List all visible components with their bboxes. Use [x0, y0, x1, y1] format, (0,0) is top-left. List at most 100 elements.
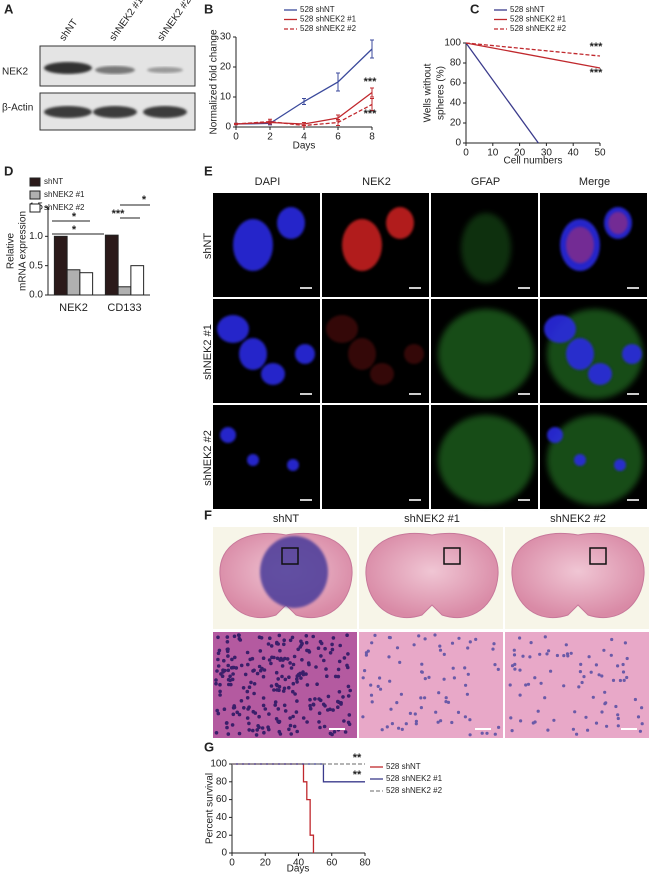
legend-swatch: [29, 203, 41, 213]
cell-nucleus: [299, 676, 303, 680]
cell-nucleus: [605, 724, 609, 728]
error-bar: [302, 98, 306, 105]
cell-nucleus: [291, 681, 296, 686]
cell-nucleus: [543, 635, 547, 639]
cell-nucleus: [633, 697, 638, 702]
cell-nucleus: [336, 674, 341, 679]
cell-nucleus: [281, 689, 286, 693]
cell-nucleus: [326, 694, 331, 699]
cell-nucleus: [437, 691, 441, 695]
scale-bar: [621, 728, 637, 730]
significance-label: *: [142, 194, 147, 206]
cell-nucleus: [316, 646, 321, 650]
legend-label: 528 shNT: [386, 762, 421, 771]
row-label: shNEK2 #2: [202, 430, 214, 486]
cell-nucleus: [295, 729, 300, 734]
tumor: [260, 536, 328, 608]
panel-a: A shNT shNEK2 #1 shNEK2 #2 NEK2 β-Actin: [2, 0, 196, 131]
row-label: shNT: [202, 233, 214, 260]
cell-nucleus: [266, 725, 270, 729]
cell-nucleus: [526, 682, 531, 686]
cell-nucleus: [293, 692, 297, 696]
cell-nucleus: [252, 682, 257, 686]
cell-nucleus: [510, 729, 514, 733]
cell-nucleus: [215, 708, 219, 713]
cell-nucleus: [281, 658, 285, 662]
cell-nucleus: [257, 725, 261, 730]
cell-nucleus: [267, 712, 271, 716]
cell-nucleus: [573, 710, 577, 714]
scale-bar: [518, 393, 530, 395]
cell-nucleus: [616, 713, 620, 717]
gfap-signal: [547, 415, 643, 505]
blot-band: [44, 62, 92, 74]
cell-nucleus: [282, 686, 287, 691]
cell-nucleus: [259, 636, 264, 640]
cell-nucleus: [373, 633, 377, 638]
x-tick-label: 2: [267, 132, 273, 143]
cell-nucleus: [226, 668, 231, 673]
micrograph: [322, 405, 429, 509]
cell-nucleus: [215, 669, 219, 673]
inset-box: [443, 547, 461, 565]
cell-nucleus: [274, 682, 279, 687]
error-bar: [370, 39, 374, 59]
cell-nucleus: [485, 731, 489, 735]
legend-label: shNEK2 #2: [44, 203, 85, 212]
cell-nucleus: [331, 636, 336, 640]
cell-nucleus: [521, 654, 525, 658]
cell-nucleus: [509, 716, 513, 720]
cell-nucleus: [587, 655, 591, 659]
scale-bar: [409, 287, 421, 289]
cell-nucleus: [395, 646, 400, 650]
column-label: shNEK2 #1: [404, 513, 460, 525]
series-line: [235, 91, 373, 125]
x-tick-label: 0: [229, 858, 235, 869]
chart: D0.00.51.01.5RelativemRNA expressionNEK2…: [4, 163, 150, 314]
nucleus: [342, 219, 382, 271]
cell-nucleus: [452, 676, 456, 680]
cell-nucleus: [239, 699, 244, 703]
cell-nucleus: [269, 684, 274, 688]
cell-nucleus: [337, 659, 342, 664]
scale-bar: [300, 393, 312, 395]
cell-nucleus: [237, 712, 242, 717]
x-tick-label: 20: [514, 148, 526, 159]
cell-nucleus: [296, 647, 301, 652]
cell-nucleus: [305, 683, 310, 687]
cell-nucleus: [226, 663, 230, 668]
scale-bar: [475, 728, 491, 730]
cell-nucleus: [451, 666, 455, 670]
significance-label: ***: [364, 76, 378, 88]
cell-nucleus: [404, 722, 408, 726]
x-tick-label: 30: [541, 148, 553, 159]
cell-nucleus: [251, 728, 255, 733]
cell-nucleus: [216, 657, 220, 662]
cell-nucleus: [346, 684, 351, 689]
scale-bar: [627, 393, 639, 395]
histology-field: [359, 632, 503, 738]
cell-nucleus: [216, 635, 220, 640]
cell-nucleus: [376, 684, 380, 689]
legend-label: 528 shNEK2 #1: [510, 15, 567, 24]
cell-nucleus: [420, 670, 424, 674]
series-line: [232, 763, 365, 783]
x-axis-label: Cell numbers: [504, 156, 563, 167]
significance-label: *: [72, 211, 77, 223]
cell-nucleus: [230, 723, 235, 727]
cell-nucleus: [623, 641, 628, 645]
cell-nucleus: [400, 727, 404, 732]
cell-nucleus: [324, 667, 328, 671]
cell-nucleus: [346, 652, 350, 656]
nucleus: [588, 363, 612, 385]
y-tick-label: 0: [455, 138, 461, 149]
cell-nucleus: [616, 664, 620, 668]
cell-nucleus: [342, 656, 347, 660]
series-line: [465, 42, 539, 144]
cell-nucleus: [603, 702, 607, 706]
error-bar: [302, 123, 306, 128]
scale-bar: [627, 287, 639, 289]
cell-nucleus: [594, 663, 599, 667]
column-label: shNT: [273, 513, 300, 525]
cell-nucleus: [571, 727, 576, 731]
